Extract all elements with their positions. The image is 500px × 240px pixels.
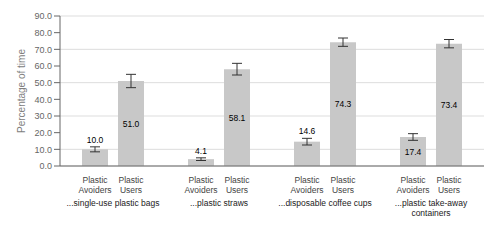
svg-text:PlasticAvoiders: PlasticAvoiders bbox=[185, 175, 218, 195]
svg-text:10.0: 10.0 bbox=[87, 135, 104, 145]
svg-text:...single-use plastic bags: ...single-use plastic bags bbox=[66, 198, 159, 208]
svg-text:20.0: 20.0 bbox=[34, 128, 52, 138]
svg-text:74.3: 74.3 bbox=[335, 99, 352, 109]
svg-text:10.0: 10.0 bbox=[34, 145, 52, 155]
svg-text:50.0: 50.0 bbox=[34, 78, 52, 88]
svg-text:30.0: 30.0 bbox=[34, 111, 52, 121]
svg-text:...disposable coffee cups: ...disposable coffee cups bbox=[278, 198, 371, 208]
svg-text:0.0: 0.0 bbox=[39, 161, 52, 171]
svg-text:40.0: 40.0 bbox=[34, 95, 52, 105]
svg-text:PlasticAvoiders: PlasticAvoiders bbox=[291, 175, 324, 195]
svg-text:80.0: 80.0 bbox=[34, 28, 52, 38]
svg-text:4.1: 4.1 bbox=[195, 146, 207, 156]
svg-text:51.0: 51.0 bbox=[123, 119, 140, 129]
svg-text:14.6: 14.6 bbox=[299, 126, 316, 136]
svg-text:70.0: 70.0 bbox=[34, 45, 52, 55]
svg-text:60.0: 60.0 bbox=[34, 61, 52, 71]
svg-text:...plastic take-awaycontainers: ...plastic take-awaycontainers bbox=[395, 198, 468, 218]
svg-text:73.4: 73.4 bbox=[441, 100, 458, 110]
svg-text:...plastic straws: ...plastic straws bbox=[190, 198, 248, 208]
svg-text:17.4: 17.4 bbox=[405, 147, 422, 157]
svg-text:PlasticUsers: PlasticUsers bbox=[118, 175, 144, 195]
svg-text:PlasticAvoiders: PlasticAvoiders bbox=[397, 175, 430, 195]
svg-text:PlasticUsers: PlasticUsers bbox=[436, 175, 462, 195]
svg-text:58.1: 58.1 bbox=[229, 113, 246, 123]
svg-text:PlasticAvoiders: PlasticAvoiders bbox=[79, 175, 112, 195]
svg-text:90.0: 90.0 bbox=[34, 11, 52, 21]
svg-text:PlasticUsers: PlasticUsers bbox=[224, 175, 250, 195]
svg-text:PlasticUsers: PlasticUsers bbox=[330, 175, 356, 195]
svg-text:Percentage of time: Percentage of time bbox=[16, 49, 27, 133]
